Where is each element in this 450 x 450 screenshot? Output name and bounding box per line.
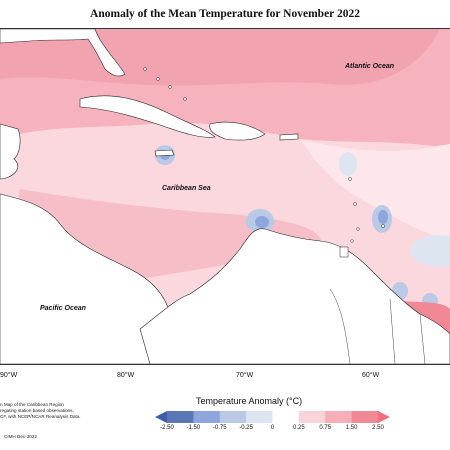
legend-tick-label: -2.50 xyxy=(160,425,174,431)
legend-tick-label: 0.75 xyxy=(319,425,332,431)
island-bahamas xyxy=(183,97,187,101)
border-line xyxy=(419,313,426,364)
longitude-label: 70°W xyxy=(236,372,254,379)
legend-tick-label: -0.75 xyxy=(212,425,227,431)
legend-arrow-high xyxy=(378,411,390,423)
legend-colorbar xyxy=(155,411,390,423)
legend-swatch xyxy=(298,411,326,423)
legend-swatch xyxy=(219,411,247,423)
florida-landmass xyxy=(0,29,126,77)
longitude-label: 80°W xyxy=(117,372,135,379)
cool-spot-antilles xyxy=(339,152,357,176)
yucatan-landmass xyxy=(0,123,21,180)
border-line xyxy=(329,288,351,364)
legend-swatch xyxy=(272,411,300,423)
island-grenada xyxy=(350,239,354,243)
longitude-label: 60°W xyxy=(362,372,380,379)
island-bahamas xyxy=(168,85,172,89)
legend-tick-label: 2.50 xyxy=(372,425,384,431)
credit-text: CIMH Dec-2022 xyxy=(4,434,37,439)
label-atlantic-ocean: Atlantic Ocean xyxy=(345,63,395,70)
cool-spot-core xyxy=(378,210,388,224)
puerto-rico-landmass xyxy=(279,133,299,141)
legend-tick-label: 0.25 xyxy=(293,425,305,431)
cuba-landmass xyxy=(79,95,216,138)
legend-arrow-low xyxy=(155,411,167,423)
legend-tick-label: -0.25 xyxy=(239,425,253,431)
cool-spot-core xyxy=(255,216,269,228)
legend-swatch xyxy=(167,411,194,423)
cool-region-east xyxy=(410,235,450,267)
map-canvas xyxy=(0,29,450,364)
hispaniola-landmass xyxy=(209,121,266,141)
caption-line: n Map of the Caribbean Region xyxy=(0,402,64,407)
legend-swatch xyxy=(325,411,353,423)
neutral-region-east xyxy=(300,139,450,239)
island-martinique xyxy=(353,202,357,206)
legend-swatch xyxy=(246,411,273,423)
island-st-vincent xyxy=(356,227,360,231)
legend-tick-label: 0 xyxy=(270,425,275,431)
island-trinidad xyxy=(339,246,349,258)
map-title: Anomaly of the Mean Temperature for Nove… xyxy=(90,8,360,20)
jamaica-landmass xyxy=(154,149,175,157)
label-pacific-ocean: Pacific Ocean xyxy=(40,305,86,312)
island-barbados xyxy=(381,224,385,228)
border-line xyxy=(389,298,396,364)
legend-swatch xyxy=(193,411,221,423)
label-caribbean-sea: Caribbean Sea xyxy=(162,185,211,192)
island-bahamas xyxy=(156,77,160,81)
island-guadeloupe xyxy=(348,177,352,181)
legend-title: Temperature Anomaly (°C) xyxy=(196,396,303,406)
caption-line: regating station based observations, xyxy=(0,408,74,413)
caption-line: CF, with NCEP/NCAR Reanalysis Data. xyxy=(0,414,81,419)
legend-tick-label: -1.50 xyxy=(186,425,201,431)
island-bahamas xyxy=(143,67,147,71)
legend-tick-label: 1.50 xyxy=(345,425,358,431)
anomaly-map: Atlantic Ocean Caribbean Sea Pacific Oce… xyxy=(0,28,450,365)
longitude-label: 90°W xyxy=(0,372,18,379)
legend-swatch xyxy=(351,411,379,423)
map-caption: n Map of the Caribbean Region regating s… xyxy=(0,402,130,420)
